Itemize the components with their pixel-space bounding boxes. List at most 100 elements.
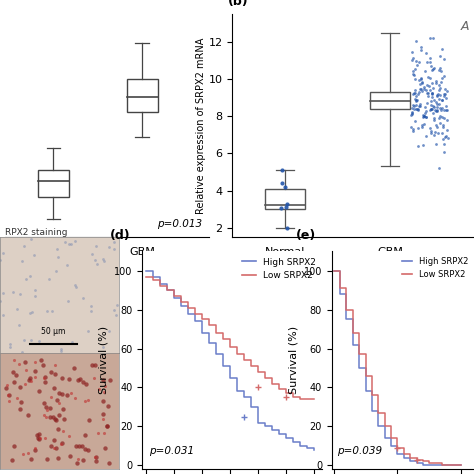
Point bbox=[27, 378, 35, 385]
Point bbox=[84, 397, 92, 404]
Point bbox=[433, 91, 441, 99]
Point bbox=[413, 96, 420, 104]
Point bbox=[421, 103, 428, 111]
Point bbox=[99, 415, 107, 423]
Point bbox=[437, 84, 444, 92]
Point bbox=[55, 411, 63, 419]
Point bbox=[72, 283, 80, 291]
Point bbox=[39, 361, 46, 369]
Point bbox=[441, 55, 448, 63]
Point bbox=[33, 431, 40, 438]
Point bbox=[427, 101, 435, 109]
Point bbox=[30, 251, 37, 259]
Point bbox=[417, 85, 424, 93]
Point bbox=[34, 434, 42, 442]
Point bbox=[438, 78, 445, 86]
Point bbox=[48, 307, 56, 314]
Point bbox=[435, 164, 443, 172]
Point bbox=[416, 76, 423, 84]
Point bbox=[438, 45, 446, 53]
Point bbox=[85, 416, 93, 424]
Point bbox=[32, 446, 39, 454]
Point bbox=[428, 66, 435, 73]
Point bbox=[433, 107, 441, 115]
Bar bbox=[265, 189, 305, 209]
Point bbox=[420, 120, 428, 128]
Point bbox=[437, 112, 444, 120]
Point bbox=[412, 96, 420, 103]
Point bbox=[46, 413, 54, 421]
Point bbox=[438, 96, 446, 104]
Point bbox=[29, 309, 36, 316]
Point bbox=[428, 93, 436, 100]
Point bbox=[428, 105, 436, 113]
Point bbox=[91, 361, 99, 369]
Point bbox=[415, 88, 423, 96]
Point bbox=[27, 235, 35, 243]
Text: RPX2 staining: RPX2 staining bbox=[5, 228, 67, 237]
Point bbox=[24, 411, 32, 419]
Point bbox=[91, 453, 98, 461]
Point bbox=[418, 78, 425, 86]
Point bbox=[14, 394, 21, 401]
Point bbox=[442, 132, 449, 139]
Point bbox=[438, 96, 446, 104]
Point bbox=[409, 125, 417, 133]
Point bbox=[419, 113, 427, 121]
Point bbox=[411, 118, 419, 125]
Point bbox=[421, 109, 428, 117]
Legend: High SRPX2, Low SRPX2: High SRPX2, Low SRPX2 bbox=[241, 256, 318, 282]
Point bbox=[67, 240, 75, 247]
Point bbox=[5, 391, 12, 399]
Text: p=0.039: p=0.039 bbox=[337, 446, 383, 456]
Point bbox=[88, 362, 95, 369]
Point bbox=[51, 361, 59, 368]
Point bbox=[70, 365, 77, 372]
Point bbox=[426, 106, 434, 113]
Point bbox=[43, 406, 51, 414]
Point bbox=[282, 203, 290, 211]
Point bbox=[92, 457, 100, 465]
Point bbox=[443, 94, 450, 102]
Point bbox=[58, 439, 65, 447]
Point bbox=[91, 374, 98, 382]
Bar bbox=[127, 79, 157, 112]
Point bbox=[433, 124, 440, 131]
Point bbox=[409, 109, 416, 117]
Point bbox=[88, 302, 95, 310]
Point bbox=[443, 127, 451, 134]
Point bbox=[47, 442, 55, 449]
Point bbox=[35, 337, 43, 345]
Point bbox=[21, 242, 28, 249]
Point bbox=[414, 125, 421, 132]
Point bbox=[422, 132, 429, 139]
Point bbox=[24, 449, 32, 456]
Point bbox=[21, 358, 29, 365]
Point bbox=[425, 90, 432, 97]
Point bbox=[425, 82, 432, 90]
Point bbox=[423, 58, 431, 65]
Point bbox=[429, 84, 437, 91]
Point bbox=[442, 106, 450, 114]
Point bbox=[428, 80, 435, 87]
Point bbox=[443, 106, 451, 113]
Point bbox=[93, 260, 100, 267]
Point bbox=[279, 166, 286, 174]
Point bbox=[427, 129, 435, 137]
Point bbox=[440, 140, 448, 148]
Point bbox=[417, 46, 425, 54]
Point bbox=[54, 254, 62, 261]
Point bbox=[110, 306, 118, 314]
Point bbox=[431, 128, 439, 136]
Point bbox=[53, 444, 60, 452]
Point bbox=[417, 85, 425, 93]
Point bbox=[420, 85, 428, 92]
Point bbox=[416, 102, 423, 109]
Point bbox=[27, 375, 34, 383]
Point bbox=[411, 86, 419, 94]
Point bbox=[60, 405, 67, 413]
Point bbox=[411, 95, 419, 102]
Point bbox=[73, 459, 81, 466]
Point bbox=[35, 387, 43, 394]
Point bbox=[438, 74, 446, 82]
